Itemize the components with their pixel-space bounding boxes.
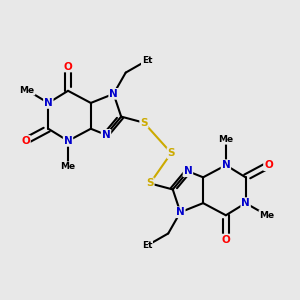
Text: Me: Me	[61, 162, 76, 171]
Text: Me: Me	[218, 135, 233, 144]
Text: O: O	[21, 136, 30, 146]
Text: S: S	[146, 178, 154, 188]
Text: N: N	[241, 198, 250, 208]
Text: O: O	[221, 235, 230, 244]
Text: Me: Me	[259, 211, 274, 220]
Text: O: O	[264, 160, 273, 170]
Text: N: N	[176, 207, 185, 217]
Text: Et: Et	[142, 56, 152, 65]
Text: N: N	[102, 130, 110, 140]
Text: S: S	[167, 148, 175, 158]
Text: Me: Me	[20, 86, 34, 95]
Text: S: S	[140, 118, 148, 128]
Text: O: O	[64, 61, 72, 71]
Text: N: N	[64, 136, 72, 146]
Text: N: N	[109, 89, 118, 99]
Text: N: N	[221, 160, 230, 170]
Text: N: N	[44, 98, 53, 108]
Text: N: N	[184, 166, 192, 176]
Text: Et: Et	[142, 241, 152, 250]
